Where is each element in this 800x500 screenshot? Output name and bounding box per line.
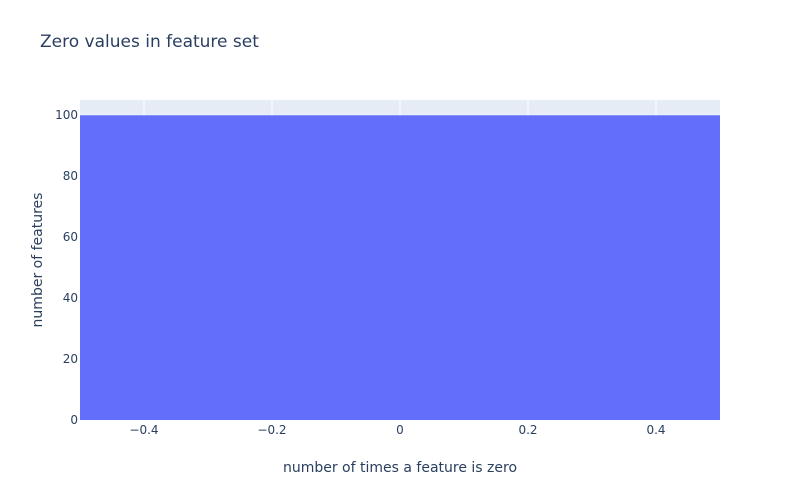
x-tick-label: 0.4: [646, 423, 665, 437]
y-tick-label: 100: [55, 108, 78, 122]
x-tick-label: 0: [396, 423, 404, 437]
y-tick-label: 60: [63, 230, 78, 244]
x-axis-title: number of times a feature is zero: [283, 460, 517, 476]
bar-0: [80, 115, 720, 420]
y-tick-label: 0: [70, 413, 78, 427]
x-tick-label: 0.2: [518, 423, 537, 437]
x-tick-label: −0.2: [257, 423, 286, 437]
y-axis-title: number of features: [30, 193, 46, 328]
y-tick-label: 80: [63, 169, 78, 183]
y-tick-label: 40: [63, 291, 78, 305]
chart-title: Zero values in feature set: [40, 32, 259, 52]
y-tick-label: 20: [63, 352, 78, 366]
x-tick-label: −0.4: [129, 423, 158, 437]
